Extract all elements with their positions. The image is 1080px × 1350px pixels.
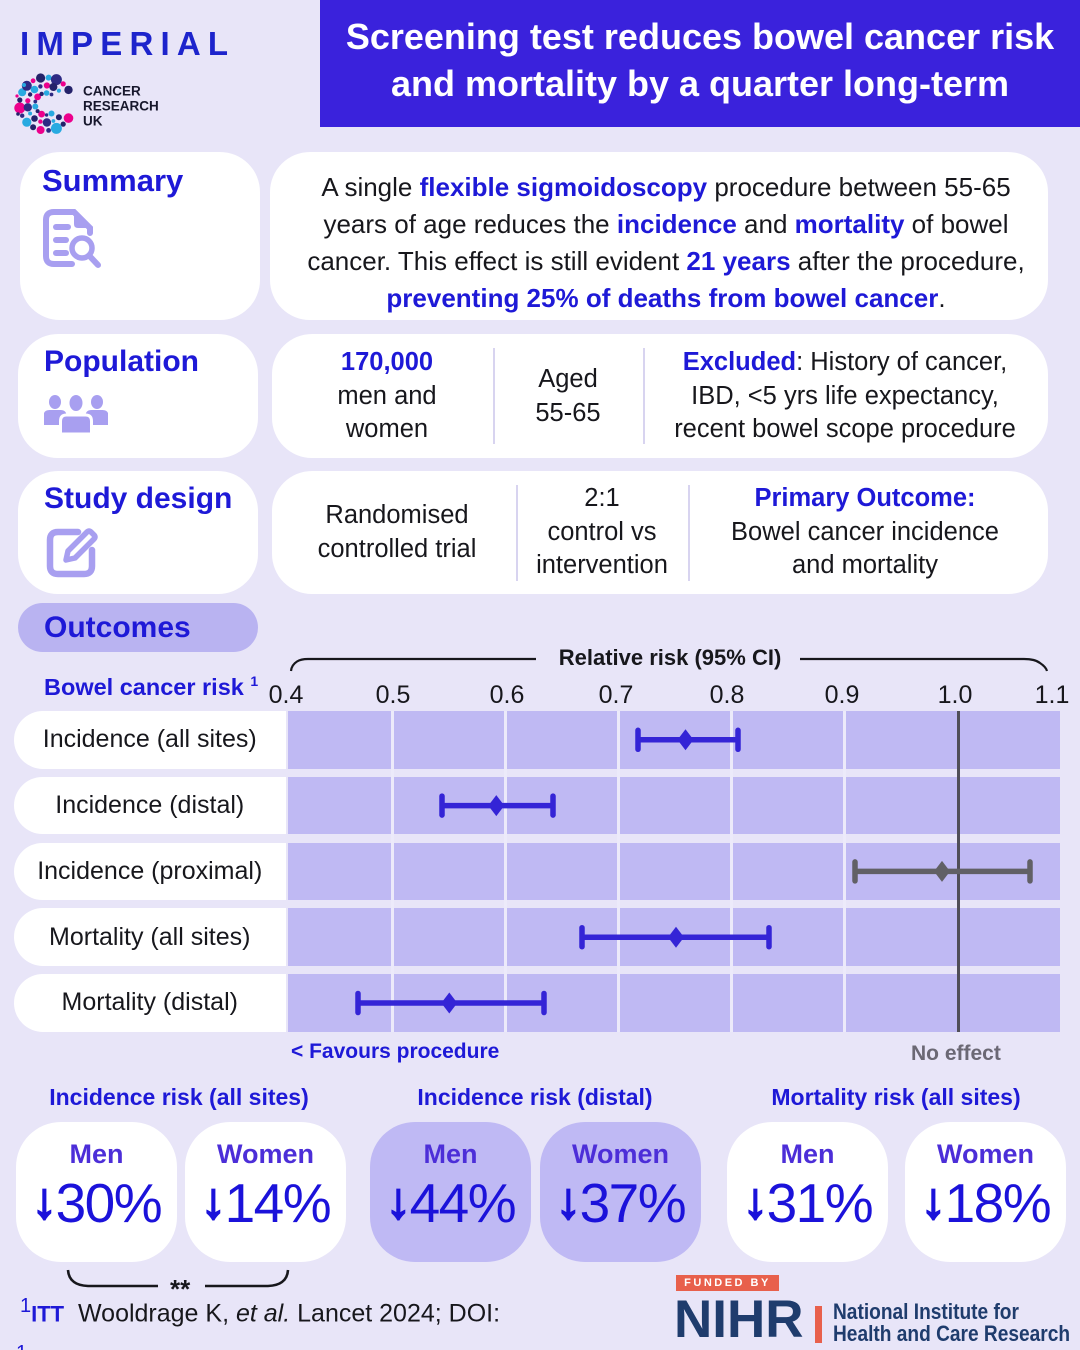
svg-text:UK: UK — [83, 114, 103, 129]
svg-text:CANCER: CANCER — [83, 84, 141, 99]
svg-text:RESEARCH: RESEARCH — [83, 99, 159, 114]
